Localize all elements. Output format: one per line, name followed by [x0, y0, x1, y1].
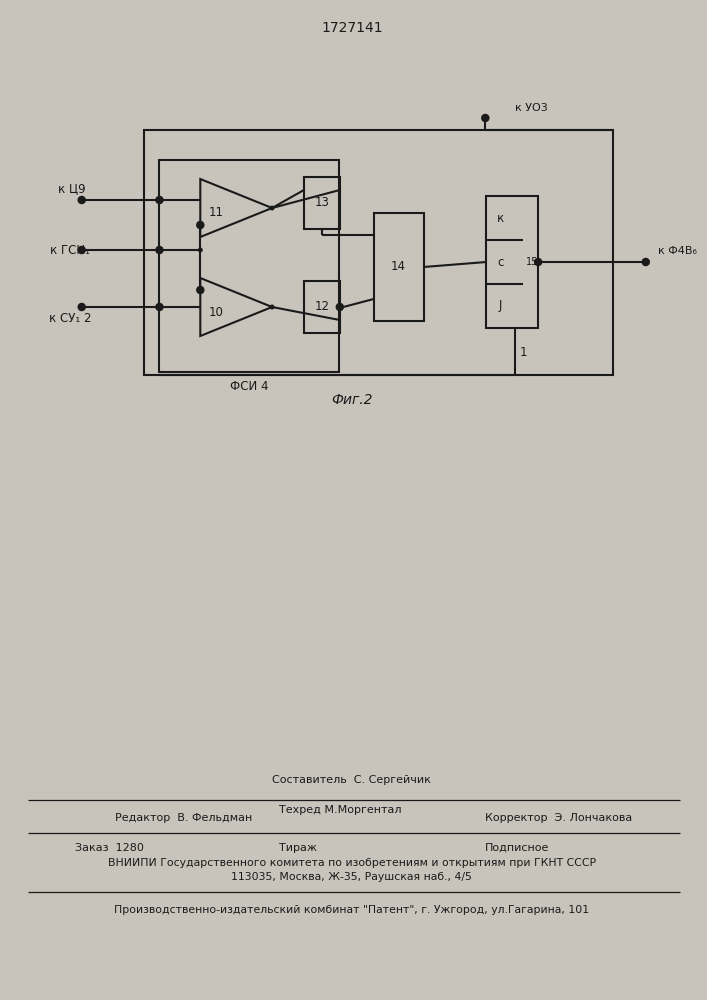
Text: к ГСН₁: к ГСН₁ [49, 243, 90, 256]
Text: 13: 13 [315, 196, 329, 210]
Bar [144, 130, 613, 375]
Text: к Ф4В₆: к Ф4В₆ [658, 246, 696, 256]
Text: ФСИ 4: ФСИ 4 [230, 380, 269, 393]
Text: J: J [498, 300, 502, 312]
Text: 11: 11 [209, 207, 223, 220]
Text: 1727141: 1727141 [321, 21, 382, 35]
Text: Подписное: Подписное [485, 843, 549, 853]
Bar [304, 281, 340, 333]
Circle shape [197, 287, 204, 293]
Text: 1: 1 [520, 347, 527, 360]
Text: к УО3: к УО3 [515, 103, 548, 113]
Circle shape [78, 197, 85, 203]
Text: Составитель  С. Сергейчик: Составитель С. Сергейчик [272, 775, 431, 785]
Bar [486, 196, 538, 328]
Text: Редактор  В. Фельдман: Редактор В. Фельдман [115, 813, 252, 823]
Text: 113035, Москва, Ж-35, Раушская наб., 4/5: 113035, Москва, Ж-35, Раушская наб., 4/5 [231, 872, 472, 882]
Text: Техред М.Моргентал: Техред М.Моргентал [279, 805, 402, 815]
Circle shape [156, 304, 163, 310]
Text: с: с [497, 255, 503, 268]
Circle shape [482, 115, 489, 121]
Text: 10: 10 [209, 306, 223, 318]
Text: Заказ  1280: Заказ 1280 [75, 843, 144, 853]
Circle shape [337, 304, 343, 310]
Circle shape [156, 197, 163, 203]
Circle shape [78, 247, 85, 253]
Circle shape [269, 304, 274, 310]
Circle shape [197, 222, 204, 228]
Text: Корректор  Э. Лончакова: Корректор Э. Лончакова [485, 813, 633, 823]
Bar [374, 213, 423, 321]
Circle shape [535, 259, 542, 265]
Bar [304, 177, 340, 229]
Text: к: к [496, 212, 504, 225]
Text: ВНИИПИ Государственного комитета по изобретениям и открытиям при ГКНТ СССР: ВНИИПИ Государственного комитета по изоб… [107, 858, 596, 868]
Text: 12: 12 [315, 300, 329, 314]
Text: Производственно-издательский комбинат "Патент", г. Ужгород, ул.Гагарина, 101: Производственно-издательский комбинат "П… [115, 905, 590, 915]
Text: к СУ₁ 2: к СУ₁ 2 [49, 312, 91, 324]
Text: 14: 14 [391, 260, 406, 273]
Text: Фиг.2: Фиг.2 [331, 393, 373, 407]
Circle shape [198, 247, 203, 252]
Circle shape [78, 304, 85, 310]
Bar [160, 160, 339, 372]
Text: 15: 15 [526, 257, 538, 267]
Circle shape [643, 259, 649, 265]
Text: к Ц9: к Ц9 [58, 182, 86, 196]
Circle shape [269, 206, 274, 211]
Circle shape [156, 247, 163, 253]
Text: Тираж: Тираж [279, 843, 317, 853]
